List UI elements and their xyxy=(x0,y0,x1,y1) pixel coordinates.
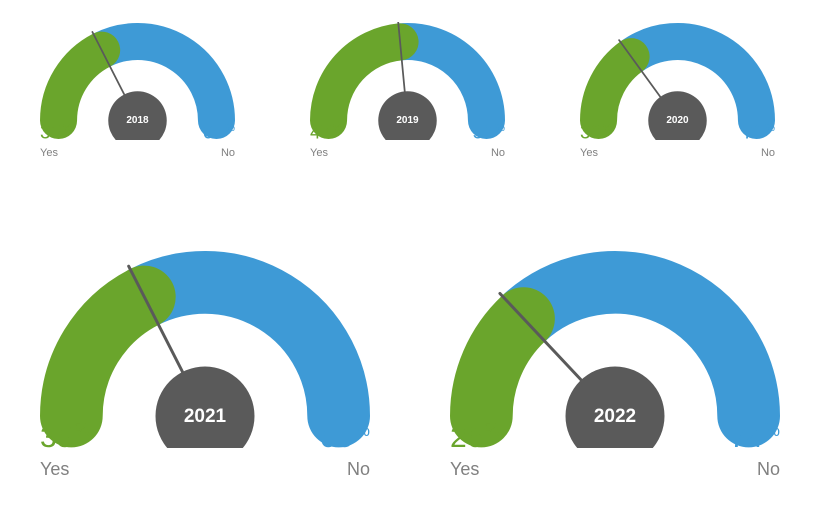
label-no: No xyxy=(757,459,780,480)
value-yes: 26% xyxy=(450,421,500,448)
gauge-2018: 201835%65%YesNo xyxy=(40,22,235,140)
value-no: 53% xyxy=(473,123,505,140)
year-label: 2019 xyxy=(396,115,418,126)
label-yes: Yes xyxy=(310,147,328,159)
gauge-2019: 201947%53%YesNo xyxy=(310,22,505,140)
arc-yes xyxy=(71,297,144,416)
year-label: 2018 xyxy=(126,115,148,126)
arc-yes xyxy=(481,319,523,416)
label-no: No xyxy=(347,459,370,480)
gauge-grid: 2018 35% 65% Yes No 2019 47% 53% Yes No 2020 30% 70%… xyxy=(0,0,819,512)
value-no: 74% xyxy=(730,421,780,448)
label-yes: Yes xyxy=(40,147,58,159)
value-yes: 35% xyxy=(40,421,90,448)
value-no: 70% xyxy=(743,123,775,140)
year-label: 2022 xyxy=(594,406,636,428)
label-yes: Yes xyxy=(40,459,69,480)
year-label: 2021 xyxy=(184,406,226,428)
value-no: 65% xyxy=(320,421,370,448)
arc-yes xyxy=(599,57,632,121)
value-yes: 35% xyxy=(40,123,72,140)
label-yes: Yes xyxy=(580,147,598,159)
year-label: 2020 xyxy=(666,115,688,126)
value-yes: 47% xyxy=(310,123,342,140)
label-no: No xyxy=(221,147,235,159)
label-no: No xyxy=(761,147,775,159)
gauge-2021: 202135%65%YesNo xyxy=(40,250,370,448)
value-no: 65% xyxy=(203,123,235,140)
value-yes: 30% xyxy=(580,123,612,140)
gauge-2020: 202030%70%YesNo xyxy=(580,22,775,140)
label-no: No xyxy=(491,147,505,159)
arc-yes xyxy=(59,50,102,120)
label-yes: Yes xyxy=(450,459,479,480)
gauge-2022: 202226%74%YesNo xyxy=(450,250,780,448)
